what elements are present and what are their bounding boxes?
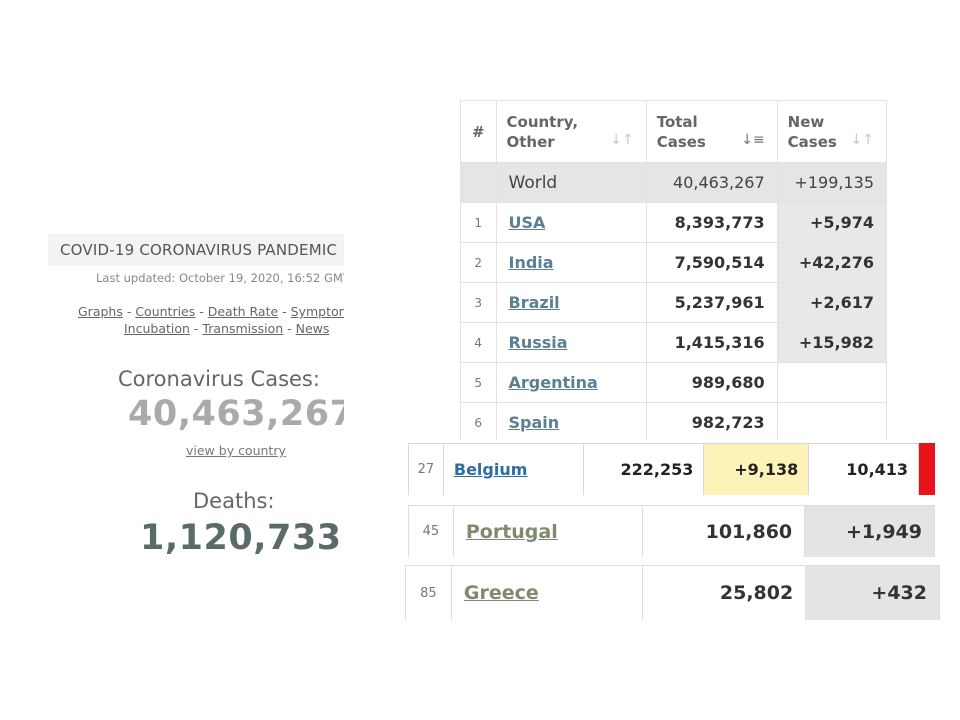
header-rank[interactable]: # bbox=[460, 100, 497, 163]
table-header-row: # Country, Other ↓↑ Total Cases ↓≡ New C… bbox=[460, 100, 887, 163]
total-cases-cell: 5,237,961 bbox=[645, 282, 778, 323]
total-cases-cell: 982,723 bbox=[645, 402, 778, 440]
total-cases-cell: 989,680 bbox=[645, 362, 778, 403]
sort-icon[interactable]: ↓↑ bbox=[850, 132, 874, 148]
table-row: 3 Brazil 5,237,961 +2,617 bbox=[460, 282, 887, 323]
table-row: 1 USA 8,393,773 +5,974 bbox=[460, 202, 887, 243]
summary-panel: COVID-19 CORONAVIRUS PANDEMIC Last updat… bbox=[48, 234, 344, 564]
nav-links: Graphs - Countries - Death Rate - Sympto… bbox=[78, 303, 344, 337]
new-cases-cell: +432 bbox=[805, 565, 940, 620]
row-rank: 5 bbox=[460, 362, 497, 403]
country-link[interactable]: Argentina bbox=[508, 373, 598, 392]
country-link[interactable]: Portugal bbox=[465, 520, 558, 543]
nav-separator: - bbox=[122, 304, 136, 319]
header-new-cases[interactable]: New Cases ↓↑ bbox=[776, 100, 887, 163]
new-cases-cell: +2,617 bbox=[776, 282, 887, 323]
table-row: 2 India 7,590,514 +42,276 bbox=[460, 242, 887, 283]
table-row: 85 Greece 25,802 +432 bbox=[405, 565, 940, 620]
country-link[interactable]: USA bbox=[508, 213, 546, 232]
deaths-value: 1,120,733 bbox=[140, 518, 342, 558]
last-updated-text: Last updated: October 19, 2020, 16:52 GM… bbox=[96, 271, 344, 285]
world-total-cases: 40,463,267 bbox=[645, 162, 778, 203]
total-cases-cell: 1,415,316 bbox=[645, 322, 778, 363]
sort-icon[interactable]: ↓↑ bbox=[610, 132, 634, 148]
new-cases-cell: +5,974 bbox=[776, 202, 887, 243]
portugal-row-strip: 45 Portugal 101,860 +1,949 bbox=[408, 505, 935, 557]
nav-separator: - bbox=[195, 304, 208, 319]
new-cases-cell: +9,138 bbox=[703, 443, 810, 495]
new-cases-cell bbox=[776, 402, 887, 440]
table-row: 45 Portugal 101,860 +1,949 bbox=[408, 505, 935, 557]
total-cases-cell: 7,590,514 bbox=[645, 242, 778, 283]
total-cases-cell: 8,393,773 bbox=[645, 202, 778, 243]
nav-link-incubation[interactable]: Incubation bbox=[124, 321, 190, 336]
new-cases-cell bbox=[776, 362, 887, 403]
row-rank: 27 bbox=[408, 443, 444, 495]
page-banner: COVID-19 CORONAVIRUS PANDEMIC bbox=[48, 234, 344, 266]
table-row: 4 Russia 1,415,316 +15,982 bbox=[460, 322, 887, 363]
nav-link-news[interactable]: News bbox=[295, 321, 330, 336]
country-link[interactable]: Belgium bbox=[453, 460, 528, 479]
row-rank: 45 bbox=[408, 505, 454, 557]
table-row: 6 Spain 982,723 bbox=[460, 402, 887, 440]
world-rank-cell bbox=[460, 162, 497, 203]
world-name: World bbox=[495, 162, 647, 203]
row-rank: 2 bbox=[460, 242, 497, 283]
world-row: World 40,463,267 +199,135 bbox=[460, 162, 887, 203]
header-total-cases-label: Total Cases bbox=[656, 112, 706, 151]
table-row: 27 Belgium 222,253 +9,138 10,413 bbox=[408, 443, 935, 495]
nav-separator: - bbox=[283, 321, 296, 336]
cases-value: 40,463,267 bbox=[128, 394, 344, 434]
row-rank: 1 bbox=[460, 202, 497, 243]
nav-link-death-rate[interactable]: Death Rate bbox=[207, 304, 279, 319]
row-rank: 85 bbox=[405, 565, 452, 620]
row-rank: 3 bbox=[460, 282, 497, 323]
total-cases-cell: 222,253 bbox=[582, 443, 705, 495]
table-row: 5 Argentina 989,680 bbox=[460, 362, 887, 403]
new-deaths-cell bbox=[918, 443, 935, 495]
country-link[interactable]: Greece bbox=[463, 582, 539, 604]
sort-desc-active-icon[interactable]: ↓≡ bbox=[741, 132, 765, 148]
row-rank: 6 bbox=[460, 402, 497, 440]
header-rank-label: # bbox=[471, 122, 485, 141]
header-country-label: Country, Other bbox=[506, 112, 579, 151]
nav-link-countries[interactable]: Countries bbox=[135, 304, 196, 319]
total-cases-cell: 25,802 bbox=[642, 565, 807, 620]
deaths-label: Deaths: bbox=[193, 489, 275, 513]
world-new-cases: +199,135 bbox=[776, 162, 887, 203]
total-deaths-cell: 10,413 bbox=[808, 443, 920, 495]
row-rank: 4 bbox=[460, 322, 497, 363]
country-link[interactable]: Spain bbox=[508, 413, 560, 432]
view-by-country-link[interactable]: view by country bbox=[186, 443, 286, 458]
new-cases-cell: +15,982 bbox=[776, 322, 887, 363]
nav-separator: - bbox=[278, 304, 291, 319]
header-country[interactable]: Country, Other ↓↑ bbox=[495, 100, 647, 163]
nav-separator: - bbox=[189, 321, 203, 336]
country-link[interactable]: Russia bbox=[508, 333, 568, 352]
country-table: # Country, Other ↓↑ Total Cases ↓≡ New C… bbox=[460, 100, 887, 440]
belgium-row-strip: 27 Belgium 222,253 +9,138 10,413 bbox=[408, 443, 935, 495]
header-total-cases[interactable]: Total Cases ↓≡ bbox=[645, 100, 778, 163]
cases-label: Coronavirus Cases: bbox=[118, 367, 320, 391]
nav-link-graphs[interactable]: Graphs bbox=[78, 304, 123, 319]
country-link[interactable]: Brazil bbox=[508, 293, 560, 312]
total-cases-cell: 101,860 bbox=[642, 505, 806, 557]
greece-row-strip: 85 Greece 25,802 +432 bbox=[405, 565, 940, 620]
new-cases-cell: +1,949 bbox=[804, 505, 935, 557]
country-link[interactable]: India bbox=[508, 253, 554, 272]
new-cases-cell: +42,276 bbox=[776, 242, 887, 283]
nav-link-transmission[interactable]: Transmission bbox=[202, 321, 284, 336]
nav-link-symptoms[interactable]: Symptoms bbox=[290, 304, 344, 319]
header-new-cases-label: New Cases bbox=[787, 112, 837, 151]
